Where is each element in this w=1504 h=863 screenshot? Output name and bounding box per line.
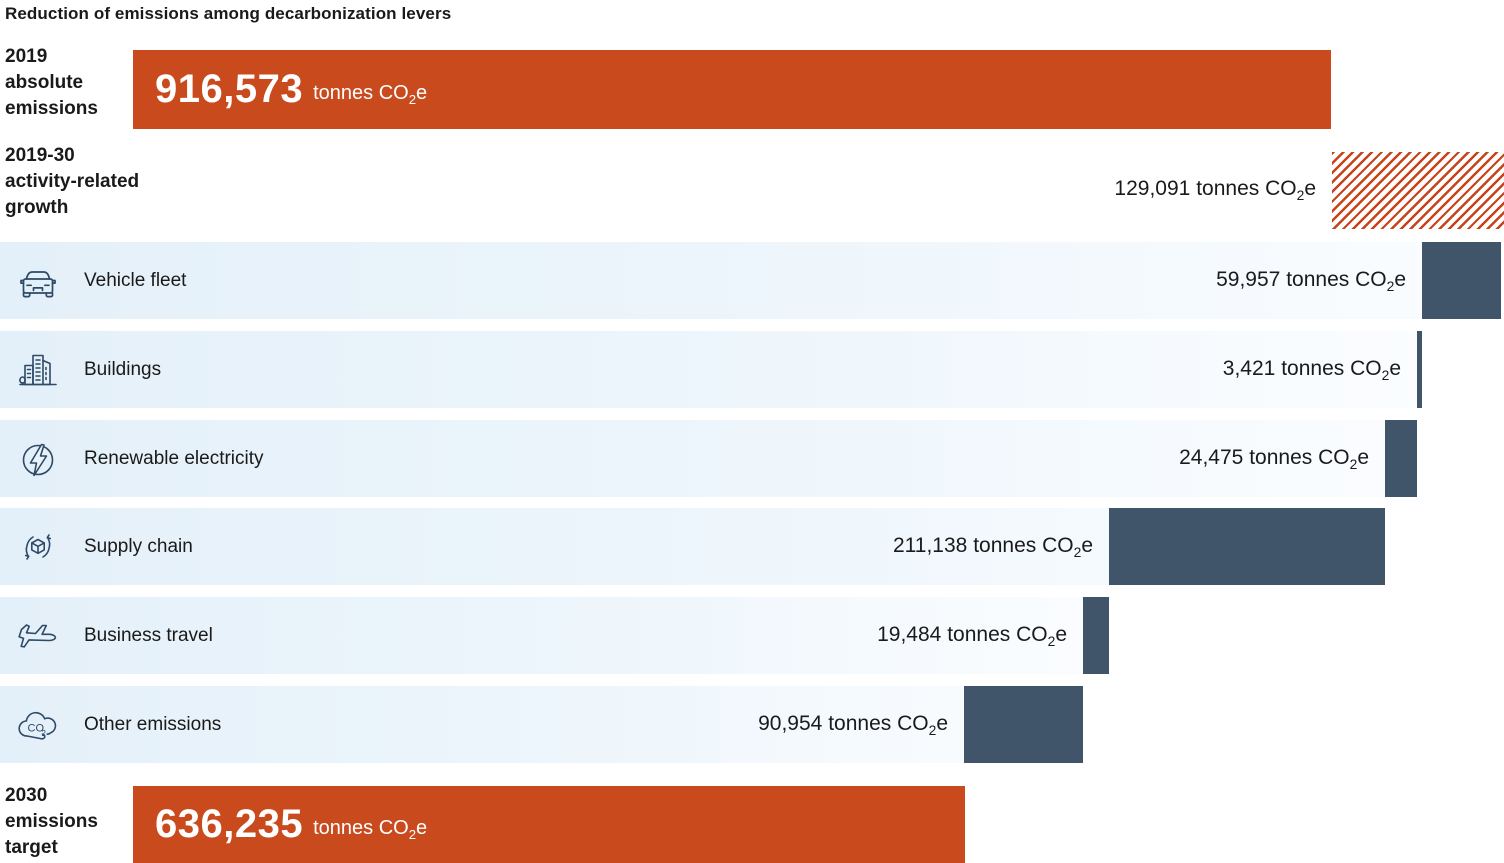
lever-label: Renewable electricity (84, 447, 264, 469)
row-background (0, 686, 1083, 763)
value-2030-emissions-target: 636,235 (155, 802, 304, 846)
label-line: activity-related (5, 171, 140, 192)
lever-label: Supply chain (84, 535, 193, 557)
label-line: absolute (5, 72, 84, 93)
lever-value: 19,484 tonnes CO2e (877, 622, 1067, 649)
lever-row-business-travel: Business travel 19,484 tonnes CO2e (0, 597, 1504, 674)
label-line: target (5, 837, 58, 858)
label-line: 2019-30 (5, 145, 75, 166)
svg-text:2: 2 (42, 729, 47, 738)
row-background (0, 597, 1109, 674)
lever-value: 59,957 tonnes CO2e (1216, 267, 1406, 294)
lever-value: 90,954 tonnes CO2e (758, 711, 948, 738)
row-background (0, 420, 1417, 497)
airplane-icon (14, 612, 62, 660)
bar-vehicle-fleet (1422, 242, 1501, 319)
lever-value: 211,138 tonnes CO2e (892, 533, 1093, 560)
buildings-icon (14, 346, 62, 394)
bar-2030-emissions-target: 636,235 tonnes CO2e (133, 786, 965, 863)
bar-renewable-electricity (1385, 420, 1417, 497)
label-line: emissions (5, 98, 98, 119)
svg-text:CO: CO (28, 722, 45, 734)
unit-label: tonnes CO2e (313, 82, 428, 107)
label-line: emissions (5, 811, 98, 832)
lever-row-renewable-electricity: Renewable electricity 24,475 tonnes CO2e (0, 420, 1504, 497)
car-icon (14, 257, 62, 305)
row-label-2030-emissions-target: 2030 emissions target (5, 783, 98, 861)
label-line: 2030 (5, 785, 48, 806)
bar-buildings (1417, 331, 1422, 408)
lever-label: Other emissions (84, 713, 222, 735)
lever-label: Vehicle fleet (84, 269, 187, 291)
lever-label: Business travel (84, 624, 213, 646)
lever-row-vehicle-fleet: Vehicle fleet 59,957 tonnes CO2e (0, 242, 1504, 319)
lightning-icon (14, 435, 62, 483)
label-line: growth (5, 197, 69, 218)
row-background (0, 331, 1422, 408)
bar-other-emissions (964, 686, 1083, 763)
lever-value: 3,421 tonnes CO2e (1222, 356, 1401, 383)
value-2019-absolute-emissions: 916,573 (155, 67, 304, 111)
bar-business-travel (1083, 597, 1109, 674)
lever-row-supply-chain: Supply chain 211,138 tonnes CO2e (0, 508, 1504, 585)
bar-2019-absolute-emissions: 916,573 tonnes CO2e (133, 50, 1331, 129)
lever-label: Buildings (84, 358, 162, 380)
bar-supply-chain (1109, 508, 1385, 585)
co2-cloud-icon: CO 2 (14, 701, 62, 749)
lever-value: 24,475 tonnes CO2e (1179, 445, 1369, 472)
chart-title: Reduction of emissions among decarboniza… (5, 4, 452, 23)
label-line: 2019 (5, 46, 48, 67)
unit-label: tonnes CO2e (313, 817, 428, 842)
lever-row-other-emissions: CO 2 Other emissions 90,954 tonnes CO2e (0, 686, 1504, 763)
row-background (0, 242, 1501, 319)
supply-chain-icon (14, 523, 62, 571)
value-activity-related-growth: 129,091 tonnes CO2e (1114, 176, 1316, 204)
row-label-2019-absolute-emissions: 2019 absolute emissions (5, 44, 98, 122)
bar-activity-related-growth (1332, 152, 1504, 229)
row-label-activity-related-growth: 2019-30 activity-related growth (5, 143, 139, 221)
lever-row-buildings: Buildings 3,421 tonnes CO2e (0, 331, 1504, 408)
